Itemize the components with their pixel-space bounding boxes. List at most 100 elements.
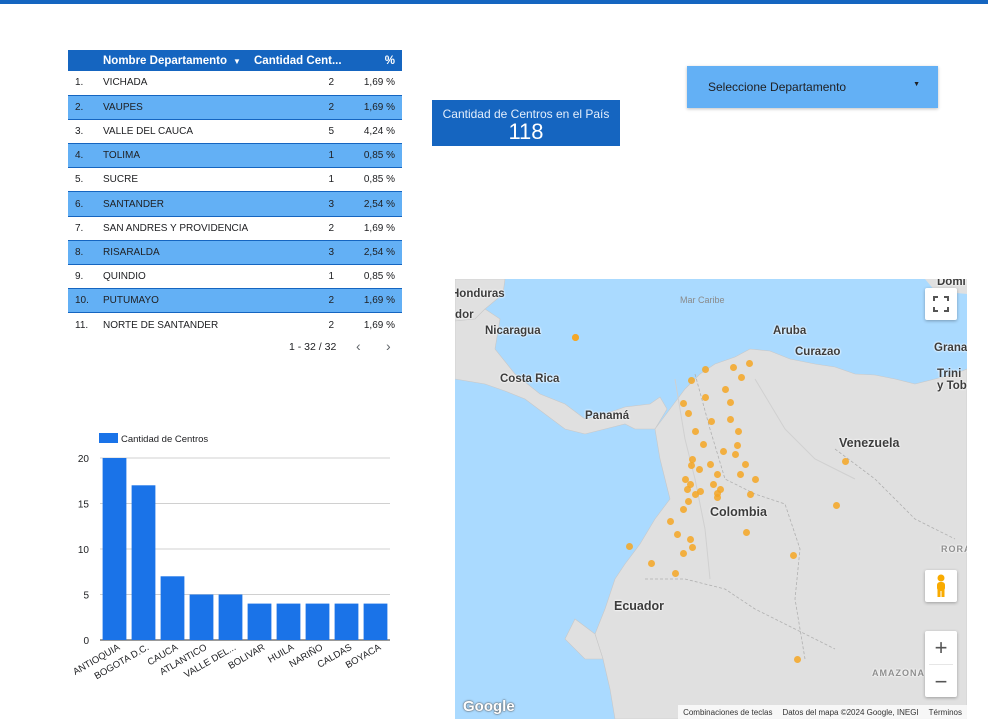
- map-marker[interactable]: [706, 460, 714, 468]
- map-marker[interactable]: [695, 465, 703, 473]
- table-row[interactable]: 4. TOLIMA 1 0,85 %: [68, 143, 402, 169]
- map-label-panama: Panamá: [585, 410, 630, 422]
- table-row[interactable]: 5. SUCRE 1 0,85 %: [68, 167, 402, 193]
- sort-down-icon[interactable]: ▼: [232, 56, 241, 66]
- map-marker[interactable]: [691, 490, 699, 498]
- map-marker[interactable]: [679, 505, 687, 513]
- map-marker[interactable]: [699, 440, 707, 448]
- map-marker[interactable]: [688, 455, 696, 463]
- map-marker[interactable]: [701, 393, 709, 401]
- table-header-qty[interactable]: Cantidad Cent...: [253, 50, 348, 71]
- map-marker[interactable]: [789, 551, 797, 559]
- map-marker[interactable]: [684, 409, 692, 417]
- map-marker[interactable]: [742, 528, 750, 536]
- fullscreen-button[interactable]: [925, 288, 957, 320]
- map-marker[interactable]: [721, 385, 729, 393]
- map-marker[interactable]: [686, 480, 694, 488]
- map-marker[interactable]: [666, 517, 674, 525]
- y-tick-label: 10: [78, 545, 90, 556]
- row-pct: 1,69 %: [363, 319, 395, 331]
- map-marker[interactable]: [793, 655, 801, 663]
- table-row[interactable]: 1. VICHADA 2 1,69 %: [68, 71, 402, 96]
- row-qty: 2: [253, 288, 348, 314]
- row-pct: 0,85 %: [348, 264, 402, 290]
- map-marker[interactable]: [832, 501, 840, 509]
- map-marker[interactable]: [729, 363, 737, 371]
- dropdown-arrow-icon[interactable]: ▼: [913, 81, 920, 88]
- map-marker[interactable]: [688, 543, 696, 551]
- terms-link[interactable]: Términos: [928, 707, 962, 717]
- map-marker[interactable]: [679, 399, 687, 407]
- map-marker[interactable]: [647, 559, 655, 567]
- map-marker[interactable]: [683, 485, 691, 493]
- map-marker[interactable]: [686, 535, 694, 543]
- map-marker[interactable]: [841, 457, 849, 465]
- map-marker[interactable]: [741, 460, 749, 468]
- map-marker[interactable]: [726, 415, 734, 423]
- zoom-out-button[interactable]: −: [925, 665, 957, 698]
- table-row[interactable]: 7. SAN ANDRES Y PROVIDENCIA 2 1,69 %: [68, 216, 402, 241]
- department-selector[interactable]: Seleccione Departamento ▼: [687, 66, 938, 108]
- map-attribution: Combinaciones de teclas Datos del mapa ©…: [678, 705, 967, 719]
- table-row[interactable]: 6. SANTANDER 3 2,54 %: [68, 191, 402, 217]
- map-marker[interactable]: [696, 487, 704, 495]
- table-row[interactable]: 11. NORTE DE SANTANDER 2 1,69 %: [68, 313, 402, 337]
- chevron-left-icon[interactable]: ‹: [355, 338, 361, 354]
- map-marker[interactable]: [716, 485, 724, 493]
- map-marker[interactable]: [687, 376, 695, 384]
- map-marker[interactable]: [734, 427, 742, 435]
- table-pagination: 1 - 32 / 32 ‹ ›: [289, 338, 396, 354]
- map-marker[interactable]: [726, 398, 734, 406]
- chevron-right-icon[interactable]: ›: [385, 338, 391, 354]
- map-label-trinidad: Trini y Tob: [937, 368, 967, 392]
- map-marker[interactable]: [679, 549, 687, 557]
- map[interactable]: Mar Caribe Honduras Salvador Nicaragua A…: [455, 279, 967, 719]
- map-marker[interactable]: [673, 530, 681, 538]
- table-header-pct[interactable]: %: [348, 50, 402, 71]
- map-marker[interactable]: [713, 489, 721, 497]
- table-row[interactable]: 2. VAUPES 2 1,69 %: [68, 95, 402, 120]
- map-marker[interactable]: [713, 493, 721, 501]
- map-label-honduras: Honduras: [455, 288, 505, 300]
- map-label-ecuador: Ecuador: [614, 599, 665, 613]
- map-marker[interactable]: [737, 373, 745, 381]
- map-marker[interactable]: [736, 470, 744, 478]
- map-marker[interactable]: [684, 497, 692, 505]
- map-marker[interactable]: [713, 470, 721, 478]
- table-row[interactable]: 8. RISARALDA 3 2,54 %: [68, 240, 402, 266]
- map-marker[interactable]: [671, 569, 679, 577]
- table-row[interactable]: 10. PUTUMAYO 2 1,69 %: [68, 288, 402, 314]
- map-marker[interactable]: [687, 461, 695, 469]
- zoom-in-button[interactable]: +: [925, 631, 957, 664]
- keyboard-shortcuts-link[interactable]: Combinaciones de teclas: [683, 707, 773, 717]
- row-name: QUINDIO: [103, 264, 253, 290]
- row-name: VICHADA: [103, 71, 253, 96]
- map-marker[interactable]: [745, 359, 753, 367]
- table-row[interactable]: 9. QUINDIO 1 0,85 %: [68, 264, 402, 290]
- map-marker[interactable]: [709, 480, 717, 488]
- map-marker[interactable]: [701, 365, 709, 373]
- map-marker[interactable]: [751, 475, 759, 483]
- map-marker[interactable]: [681, 475, 689, 483]
- row-name: VAUPES: [103, 95, 253, 120]
- table-header-name[interactable]: Nombre Departamento ▼: [103, 50, 253, 71]
- row-index: 2.: [68, 95, 103, 120]
- map-marker[interactable]: [731, 450, 739, 458]
- map-marker[interactable]: [733, 441, 741, 449]
- map-marker[interactable]: [719, 447, 727, 455]
- table-row[interactable]: 3. VALLE DEL CAUCA 5 4,24 %: [68, 119, 402, 145]
- bar: [131, 485, 156, 640]
- street-view-button[interactable]: [925, 570, 957, 602]
- departments-table: Nombre Departamento ▼ Cantidad Cent... % …: [68, 50, 402, 337]
- map-marker[interactable]: [571, 333, 579, 341]
- row-pct: 0,85 %: [348, 143, 402, 169]
- map-label-amazonas: AMAZONAS: [872, 668, 932, 678]
- row-name: PUTUMAYO: [103, 288, 253, 314]
- bar: [305, 603, 330, 640]
- map-marker[interactable]: [746, 490, 754, 498]
- map-marker[interactable]: [625, 542, 633, 550]
- map-marker[interactable]: [691, 427, 699, 435]
- row-pct: 1,69 %: [348, 288, 402, 314]
- row-index: 4.: [68, 143, 103, 169]
- map-marker[interactable]: [707, 417, 715, 425]
